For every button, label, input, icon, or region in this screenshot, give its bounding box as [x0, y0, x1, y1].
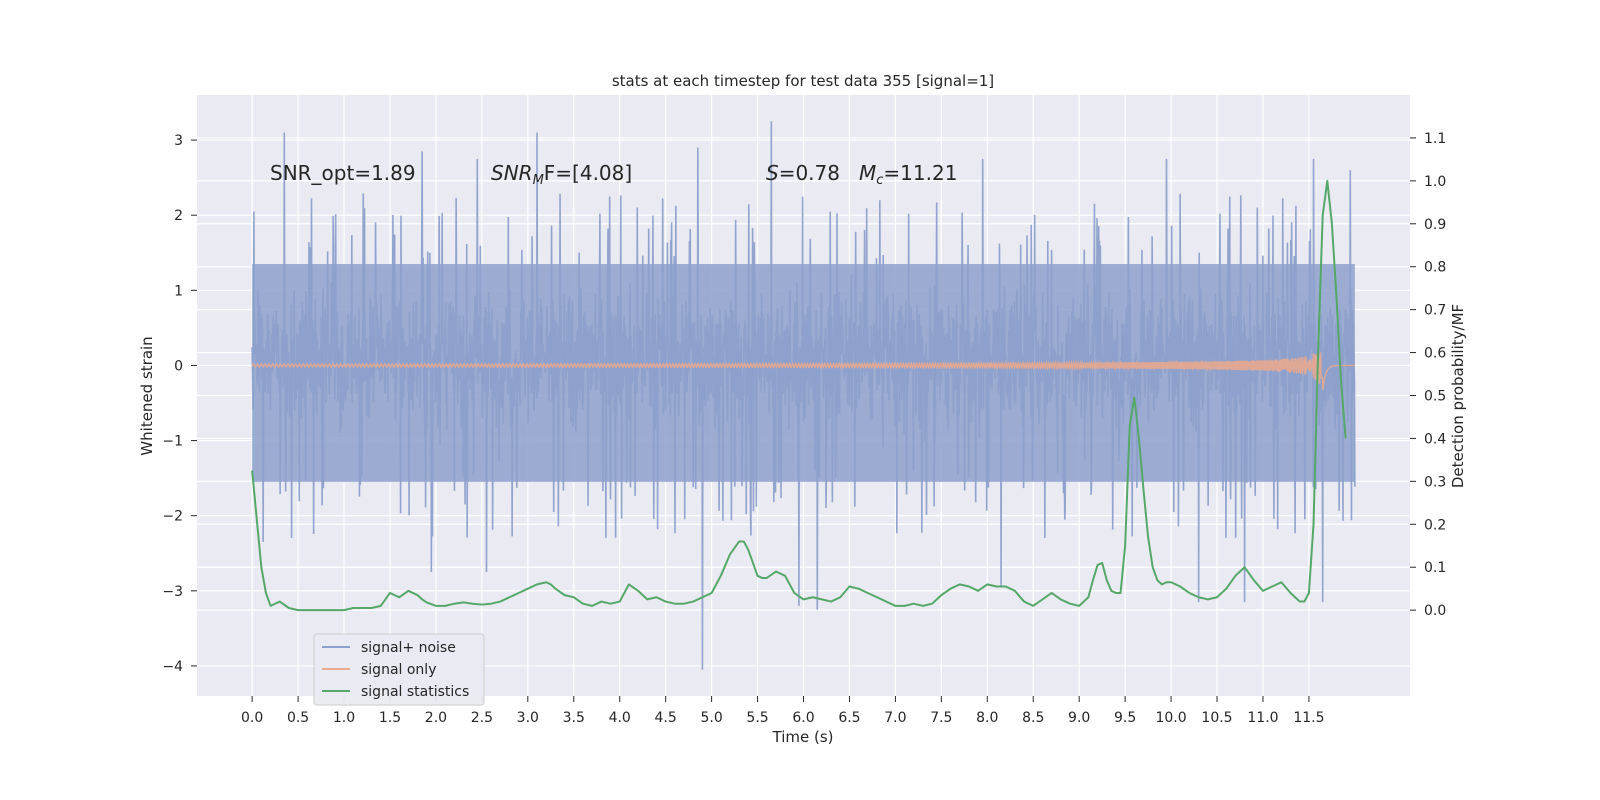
right-y-axis-label: Detection probability/MF — [1449, 304, 1467, 488]
x-tick-label: 8.5 — [1022, 710, 1044, 726]
y-right-tick-label: 0.2 — [1424, 517, 1446, 533]
y-right-tick-label: 1.0 — [1424, 174, 1446, 190]
x-tick-label: 8.0 — [976, 710, 998, 726]
y-left-tick-label: 0 — [174, 358, 183, 374]
y-right-tick-label: 0.5 — [1424, 389, 1446, 405]
x-tick-label: 10.5 — [1201, 710, 1232, 726]
left-y-axis-ticks: −4 −3 −2 −1 0 1 2 3 — [162, 133, 197, 675]
y-left-tick-label: −1 — [162, 434, 183, 450]
y-right-tick-label: 0.7 — [1424, 303, 1446, 319]
annotation-snr-mf-sub: M — [533, 173, 544, 188]
x-tick-label: 2.5 — [471, 710, 493, 726]
annotation-mc-rest: =11.21 — [883, 161, 957, 185]
legend-label-noise: signal+ noise — [361, 640, 456, 656]
x-tick-label: 2.0 — [425, 710, 447, 726]
chart-title: stats at each timestep for test data 355… — [612, 72, 994, 90]
x-tick-label: 6.0 — [792, 710, 814, 726]
y-right-tick-label: 0.0 — [1424, 603, 1446, 619]
y-left-tick-label: −2 — [162, 509, 183, 525]
y-left-tick-label: −3 — [162, 584, 183, 600]
x-tick-label: 4.0 — [609, 710, 631, 726]
x-tick-label: 1.5 — [379, 710, 401, 726]
signal-statistics-series — [251, 179, 1347, 612]
x-tick-label: 0.5 — [287, 710, 309, 726]
y-left-tick-label: 2 — [174, 208, 183, 224]
y-right-tick-label: 1.1 — [1424, 131, 1446, 147]
annotation-snr-mf: SNRMF=[4.08] — [491, 161, 632, 188]
legend-label-signal-only: signal only — [361, 662, 436, 678]
left-y-axis-label: Whitened strain — [138, 336, 156, 455]
signal-statistics-line — [251, 179, 1347, 612]
x-tick-label: 11.0 — [1247, 710, 1278, 726]
x-tick-label: 9.0 — [1068, 710, 1090, 726]
annotation-snr-mf-rest: F=[4.08] — [544, 161, 632, 185]
x-tick-label: 5.5 — [746, 710, 768, 726]
x-tick-label: 5.0 — [700, 710, 722, 726]
annotation-mc-main: M — [859, 161, 876, 185]
y-left-tick-label: −4 — [162, 659, 183, 675]
y-right-tick-label: 0.4 — [1424, 431, 1446, 447]
annotation-s-main: S — [766, 161, 779, 185]
x-tick-label: 7.5 — [930, 710, 952, 726]
x-tick-label: 0.0 — [241, 710, 263, 726]
x-tick-label: 9.5 — [1114, 710, 1136, 726]
x-axis-label: Time (s) — [772, 728, 834, 746]
x-tick-label: 4.5 — [655, 710, 677, 726]
legend-label-signal-statistics: signal statistics — [361, 684, 469, 700]
y-right-tick-label: 0.9 — [1424, 217, 1446, 233]
legend-box — [313, 633, 485, 706]
x-tick-label: 11.5 — [1293, 710, 1324, 726]
noise-series — [251, 121, 1356, 670]
y-right-tick-label: 0.1 — [1424, 560, 1446, 576]
annotation-mc-sub: c — [876, 173, 883, 188]
annotation-mc: Mc=11.21 — [859, 161, 957, 188]
y-left-tick-label: 1 — [174, 283, 183, 299]
y-left-tick-label: 3 — [174, 133, 183, 149]
y-right-tick-label: 0.6 — [1424, 346, 1446, 362]
x-tick-label: 1.0 — [333, 710, 355, 726]
x-axis-ticks: 0.0 0.5 1.0 1.5 2.0 2.5 3.0 3.5 4.0 4.5 5.0 5.5 6.0 6… — [241, 696, 1325, 726]
signal-only-series — [251, 347, 1355, 391]
x-tick-label: 7.0 — [884, 710, 906, 726]
right-y-axis-ticks: 0.0 0.1 0.2 0.3 0.4 0.5 0.6 0.7 0.8 0.9 1.0 1.1 — [1410, 131, 1446, 619]
signal-only-line — [251, 347, 1355, 391]
annotation-s-rest: =0.78 — [779, 161, 840, 185]
y-right-tick-label: 0.3 — [1424, 474, 1446, 490]
x-tick-label: 3.5 — [563, 710, 585, 726]
annotation-s: S=0.78 — [766, 161, 840, 185]
annotation-snr-opt: SNR_opt=1.89 — [270, 161, 416, 185]
x-tick-label: 6.5 — [838, 710, 860, 726]
x-tick-label: 10.0 — [1155, 710, 1186, 726]
legend: signal+ noise signal only signal statist… — [313, 633, 485, 706]
annotation-snr-mf-main: SNR — [491, 161, 533, 185]
x-tick-label: 3.0 — [517, 710, 539, 726]
y-right-tick-label: 0.8 — [1424, 260, 1446, 276]
